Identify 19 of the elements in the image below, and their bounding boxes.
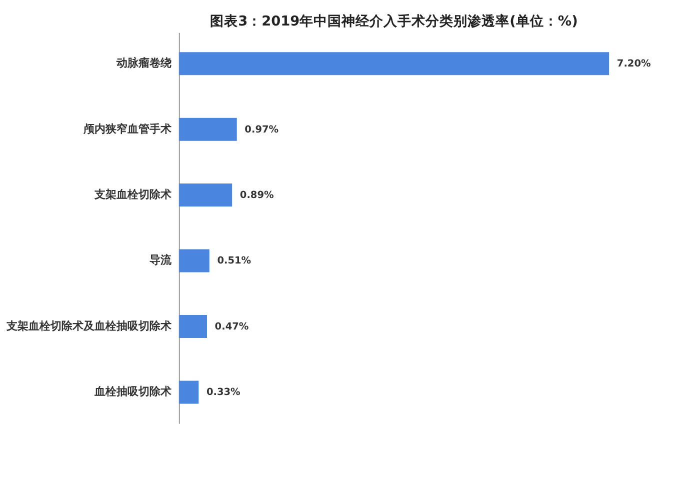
y-tick-label: 血栓抽吸切除术 [94,385,172,398]
y-tick-label: 支架血栓切除术及血栓抽吸切除术 [6,319,172,332]
data-label: 0.89% [240,190,274,201]
data-label: 0.51% [217,256,252,267]
data-label: 0.33% [206,387,241,398]
bar [178,249,210,272]
bar [178,184,232,207]
y-tick-label: 导流 [150,254,173,267]
bar [178,52,610,76]
data-label: 0.47% [214,321,249,332]
y-tick-label: 颅内狭窄血管手术 [82,122,172,136]
bar [178,118,237,141]
bar [178,314,207,338]
bar [178,380,199,404]
data-label: 0.97% [244,124,279,136]
chart-title: 图表3：2019年中国神经介入手术分类别渗透率(单位：%) [210,12,578,30]
data-label: 7.20% [616,58,651,70]
y-tick-label: 动脉瘤卷绕 [116,56,172,70]
y-tick-label: 支架血栓切除术 [94,188,172,201]
